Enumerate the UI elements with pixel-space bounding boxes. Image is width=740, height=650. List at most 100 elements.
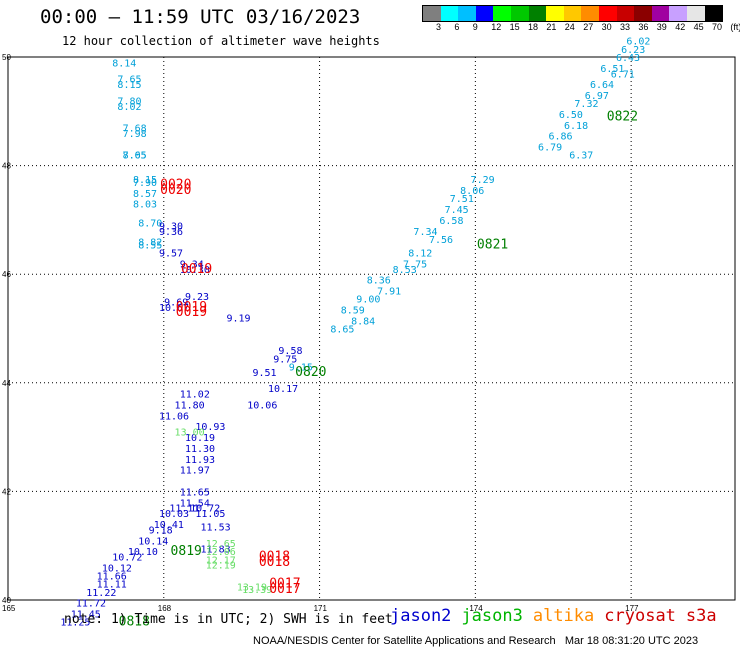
satellite-legend: jason2 jason3 altika cryosat s3a (390, 606, 717, 626)
wave-height-label: 10.17 (268, 384, 298, 395)
wave-height-label: 11.93 (185, 455, 215, 466)
wave-height-label: 7.51 (450, 194, 474, 205)
time-marker-label: 0019 (176, 305, 207, 320)
time-marker-label: 0822 (607, 110, 638, 125)
wave-height-label: 6.50 (559, 110, 583, 121)
wave-height-label: 6.23 (621, 45, 645, 56)
scale-swatch (475, 6, 494, 21)
wave-height-label: 7.80 (117, 96, 141, 107)
wave-height-label: 9.58 (278, 346, 302, 357)
x-tick-label: 177 (625, 604, 639, 613)
wave-height-label: 11.02 (180, 390, 210, 401)
wave-height-label: 11.53 (201, 523, 231, 534)
y-tick-label: 46 (2, 270, 11, 279)
wave-height-label: 6.51 (600, 64, 624, 75)
scale-swatch (651, 6, 670, 21)
x-tick-label: 171 (314, 604, 328, 613)
wave-height-label: 11.25 (60, 618, 90, 629)
time-marker-label: 0019 (181, 262, 212, 277)
wave-height-label: 8.36 (367, 276, 391, 287)
wave-height-label: 6.58 (439, 216, 463, 227)
scale-label: 36 (638, 22, 649, 32)
wave-height-label: 7.68 (123, 124, 147, 135)
wave-height-label: 6.43 (616, 53, 640, 64)
scale-label: 70 (712, 22, 723, 32)
scale-label: 21 (546, 22, 557, 32)
wave-height-label: 9.18 (149, 525, 173, 536)
wave-height-label: 11.80 (175, 401, 205, 412)
wave-height-label: 7.65 (117, 75, 141, 86)
wave-height-label: 10.06 (247, 401, 277, 412)
scale-swatch (669, 6, 687, 21)
wave-height-label: 7.75 (403, 259, 427, 270)
scale-swatch (581, 6, 599, 21)
scale-swatch (634, 6, 652, 21)
scale-swatch (493, 6, 511, 21)
wave-height-label: 6.79 (538, 143, 562, 154)
wave-height-label: 7.29 (471, 175, 495, 186)
scale-label: 45 (693, 22, 704, 32)
scale-swatch (510, 6, 529, 21)
legend-entry: altika (532, 606, 595, 626)
wave-height-label: 8.53 (393, 265, 417, 276)
time-marker-label: 0018 (259, 550, 290, 565)
wave-height-label: 8.14 (112, 58, 136, 69)
wave-height-label: 6.71 (611, 69, 635, 80)
legend-entry: jason2 (390, 606, 452, 626)
wave-height-label: 11.11 (97, 580, 127, 591)
time-marker-label: 0020 (160, 183, 191, 198)
scale-label: 6 (454, 22, 460, 32)
wave-height-label: 13.19 (237, 582, 267, 593)
time-marker-label: 0818 (119, 615, 150, 630)
wave-height-label: 9.19 (226, 314, 250, 325)
wave-height-label: 8.15 (117, 80, 141, 91)
y-tick-label: 50 (2, 53, 11, 62)
wave-height-label: 13.39 (242, 585, 272, 596)
page-subtitle: 12 hour collection of altimeter wave hei… (62, 34, 380, 48)
time-marker-label: 0020 (160, 178, 191, 193)
wave-height-label: 10.72 (190, 504, 220, 515)
wave-height-label: 6.18 (564, 121, 588, 132)
wave-height-label: 9.23 (185, 292, 209, 303)
wave-height-label: 7.98 (123, 129, 147, 140)
wave-height-label: 11.22 (86, 588, 116, 599)
scale-swatch (458, 6, 476, 21)
credit-line: NOAA/NESDIS Center for Satellite Applica… (253, 635, 699, 647)
wave-height-label: 10.14 (138, 536, 168, 547)
wave-height-label: 8.84 (351, 316, 375, 327)
wave-height-label: 11.30 (185, 444, 215, 455)
scale-label: 24 (564, 22, 575, 32)
wave-height-label: 9.00 (356, 295, 380, 306)
scale-label: 18 (528, 22, 539, 32)
wave-height-label: 6.02 (626, 37, 650, 48)
legend-entry: s3a (685, 606, 717, 626)
wave-height-label: 8.57 (133, 189, 157, 200)
scale-label: 3 (436, 22, 442, 32)
scale-swatch (528, 6, 547, 21)
legend-entry: jason3 (461, 606, 523, 626)
wave-height-label: 11.66 (97, 572, 127, 583)
wave-height-label: 11.05 (195, 509, 225, 520)
time-marker-label: 0018 (259, 555, 290, 570)
wave-height-label: 9.51 (252, 368, 276, 379)
legend-entry: cryosat (604, 606, 676, 626)
y-tick-label: 48 (2, 162, 11, 171)
wave-height-label: 7.65 (123, 151, 147, 162)
wave-height-label: 8.06 (460, 186, 484, 197)
wave-height-label: 8.03 (133, 200, 157, 211)
wave-height-label: 7.32 (574, 99, 598, 110)
wave-height-label: 11.72 (76, 599, 106, 610)
scale-label: 9 (472, 22, 478, 32)
page-title: 00:00 – 11:59 UTC 03/16/2023 (40, 6, 361, 28)
color-scale-bar (422, 5, 724, 22)
wave-height-label: 12.06 (206, 547, 236, 558)
wave-height-label: 10.03 (159, 509, 189, 520)
wave-height-label: 11.06 (159, 411, 189, 422)
wave-height-label: 11.83 (201, 544, 231, 555)
wave-height-label: 9.34 (180, 259, 204, 270)
time-marker-label: 0820 (295, 365, 326, 380)
wave-height-label: 12.19 (206, 561, 236, 572)
wave-height-label: 8.15 (133, 175, 157, 186)
wave-height-label: 6.64 (590, 80, 614, 91)
